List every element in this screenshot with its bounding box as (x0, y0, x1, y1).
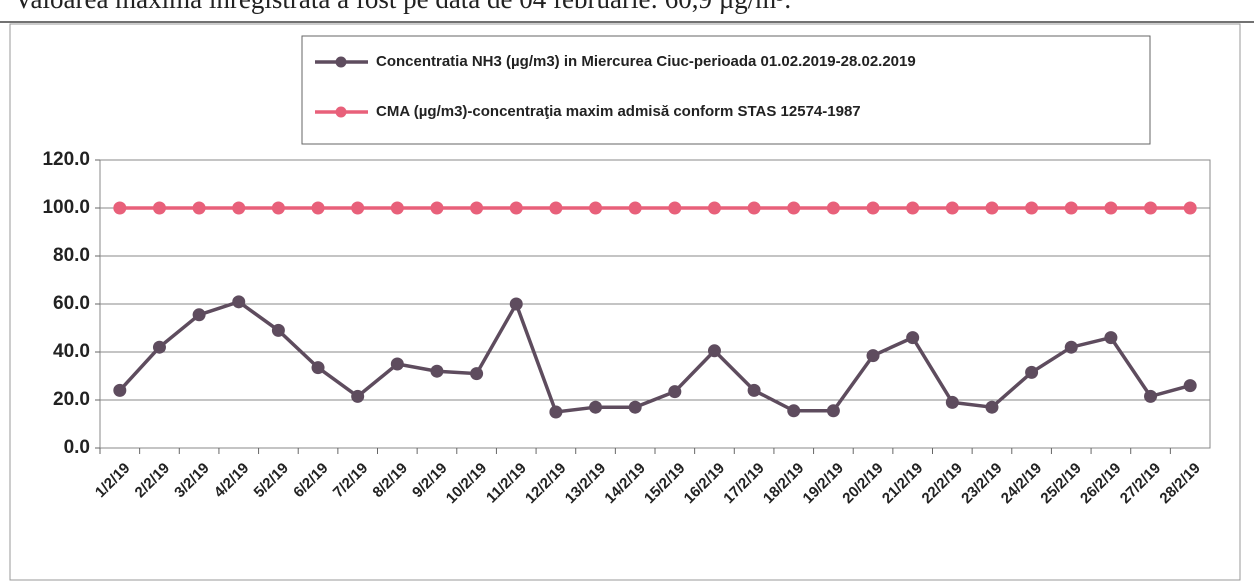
point (430, 364, 444, 378)
x-tick-label: 15/2/19 (641, 460, 688, 507)
point (192, 201, 206, 215)
x-tick-label: 7/2/19 (330, 460, 372, 502)
point (1183, 379, 1197, 393)
point (985, 201, 999, 215)
point (113, 201, 127, 215)
point (1025, 201, 1039, 215)
x-tick-label: 24/2/19 (998, 460, 1045, 507)
point (470, 367, 484, 381)
x-tick-label: 11/2/19 (483, 460, 530, 507)
series-line (118, 299, 1191, 414)
point (1025, 365, 1039, 379)
y-tick-label: 20.0 (53, 389, 90, 410)
chart-frame (9, 23, 1241, 581)
point (1104, 331, 1118, 345)
x-tick-label: 13/2/19 (562, 460, 609, 507)
point (192, 308, 206, 322)
x-tick-label: 21/2/19 (879, 460, 926, 507)
x-tick-label: 17/2/19 (720, 460, 767, 507)
point (549, 405, 563, 419)
point (945, 395, 959, 409)
point (1144, 389, 1158, 403)
point (628, 201, 642, 215)
legend-label: CMA (µg/m3)-concentraţia maxim admisă co… (376, 103, 861, 120)
point (1064, 340, 1078, 354)
x-tick-label: 20/2/19 (839, 460, 886, 507)
point (668, 201, 682, 215)
point (866, 349, 880, 363)
point (232, 295, 246, 309)
point (430, 201, 444, 215)
point (311, 201, 325, 215)
point (707, 201, 721, 215)
legend-marker (335, 106, 347, 118)
point (747, 201, 761, 215)
point (311, 361, 325, 375)
x-tick-label: 4/2/19 (211, 460, 253, 502)
y-tick-label: 60.0 (53, 293, 90, 314)
point (1064, 201, 1078, 215)
y-tick-label: 80.0 (53, 245, 90, 266)
point (1144, 201, 1158, 215)
y-tick-label: 40.0 (53, 341, 90, 362)
x-tick-label: 14/2/19 (601, 460, 648, 507)
x-tick-label: 23/2/19 (958, 460, 1005, 507)
point (232, 201, 246, 215)
x-tick-label: 12/2/19 (522, 460, 569, 507)
point (351, 389, 365, 403)
x-tick-label: 16/2/19 (681, 460, 728, 507)
legend-box (301, 35, 1151, 145)
x-tick-label: 22/2/19 (919, 460, 966, 507)
point (945, 201, 959, 215)
point (271, 323, 285, 337)
point (589, 400, 603, 414)
x-tick-label: 6/2/19 (290, 460, 332, 502)
point (906, 331, 920, 345)
point (152, 340, 166, 354)
point (668, 385, 682, 399)
point (985, 400, 999, 414)
x-tick-label: 19/2/19 (800, 460, 847, 507)
y-tick-label: 120.0 (42, 149, 90, 170)
point (826, 404, 840, 418)
point (826, 201, 840, 215)
point (509, 297, 523, 311)
y-tick-label: 100.0 (42, 197, 90, 218)
x-tick-label: 27/2/19 (1117, 460, 1164, 507)
x-tick-label: 3/2/19 (171, 460, 213, 502)
point (152, 201, 166, 215)
point (509, 201, 523, 215)
x-tick-label: 25/2/19 (1037, 460, 1084, 507)
point (906, 201, 920, 215)
point (390, 201, 404, 215)
point (1104, 201, 1118, 215)
point (1183, 201, 1197, 215)
x-tick-label: 8/2/19 (369, 460, 411, 502)
x-tick-label: 2/2/19 (132, 460, 174, 502)
legend-marker (335, 56, 347, 68)
x-tick-label: 1/2/19 (92, 460, 134, 502)
x-tick-label: 5/2/19 (251, 460, 293, 502)
x-tick-label: 18/2/19 (760, 460, 807, 507)
point (866, 201, 880, 215)
point (113, 383, 127, 397)
point (390, 357, 404, 371)
y-tick-label: 0.0 (64, 437, 90, 458)
x-tick-label: 26/2/19 (1077, 460, 1124, 507)
point (549, 201, 563, 215)
point (271, 201, 285, 215)
point (628, 400, 642, 414)
point (787, 201, 801, 215)
point (589, 201, 603, 215)
x-tick-label: 10/2/19 (443, 460, 490, 507)
point (747, 383, 761, 397)
point (470, 201, 484, 215)
point (787, 404, 801, 418)
x-tick-label: 28/2/19 (1156, 460, 1203, 507)
point (351, 201, 365, 215)
legend-label: Concentratia NH3 (µg/m3) in Miercurea Ci… (376, 53, 916, 70)
point (707, 344, 721, 358)
